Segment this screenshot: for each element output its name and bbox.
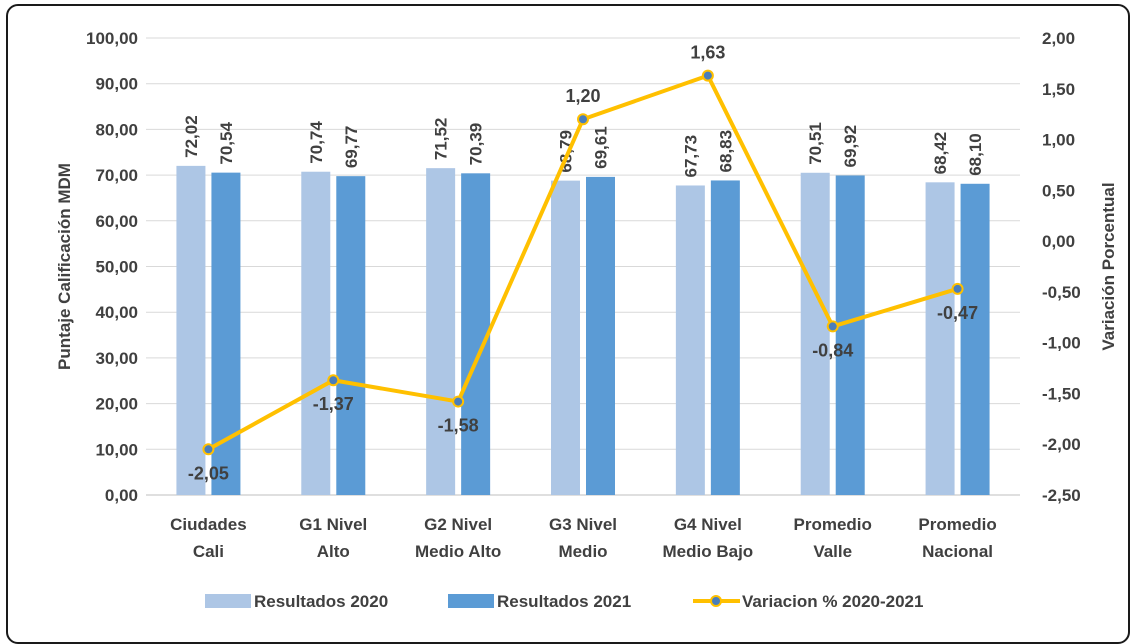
- bar-2021-data-label: 69,61: [592, 126, 611, 169]
- x-tick-label: Valle: [813, 542, 852, 561]
- legend-swatch-2021: [448, 594, 494, 608]
- x-tick-label: G4 Nivel: [674, 515, 742, 534]
- variation-point[interactable]: [202, 443, 215, 456]
- variation-data-label: 1,63: [690, 43, 725, 63]
- variation-data-label: -2,05: [188, 463, 229, 483]
- legend-swatch-2020: [205, 594, 251, 608]
- bar-2020-data-label: 68,42: [931, 132, 950, 175]
- variation-point[interactable]: [826, 320, 839, 333]
- variation-point[interactable]: [327, 374, 340, 387]
- bar-2020-data-label: 68,79: [557, 130, 576, 173]
- bar-2021-data-label: 69,92: [841, 125, 860, 168]
- bar-2021-data-label: 70,39: [467, 123, 486, 166]
- variation-point[interactable]: [951, 282, 964, 295]
- x-tick-label: Promedio: [794, 515, 872, 534]
- x-tick-label: G2 Nivel: [424, 515, 492, 534]
- variation-point[interactable]: [577, 113, 589, 126]
- x-tick-label: Ciudades: [170, 515, 247, 534]
- y-tick-label: 0,00: [105, 486, 138, 505]
- x-tick-label: Cali: [193, 542, 224, 561]
- bar-2020-data-label: 72,02: [182, 115, 201, 158]
- y-tick-label: 30,00: [95, 349, 138, 368]
- y-tick-label: 100,00: [86, 29, 138, 48]
- x-tick-label: Medio: [558, 542, 607, 561]
- bar-2020[interactable]: [675, 185, 705, 495]
- x-tick-label: Alto: [317, 542, 350, 561]
- y-tick-label: 50,00: [95, 258, 138, 277]
- y-tick-label: 20,00: [95, 395, 138, 414]
- legend-label-variation: Variacion % 2020-2021: [742, 592, 923, 611]
- legend-marker-variation: [710, 595, 722, 607]
- y-tick-label: 60,00: [95, 212, 138, 231]
- bar-2021-data-label: 68,83: [716, 130, 735, 173]
- bar-2020[interactable]: [800, 172, 830, 496]
- y2-tick-label: 0,50: [1042, 181, 1075, 200]
- variation-data-label: -0,47: [937, 303, 978, 323]
- variation-point[interactable]: [701, 69, 714, 82]
- y2-tick-label: 2,00: [1042, 29, 1075, 48]
- bar-2020[interactable]: [551, 180, 580, 495]
- x-tick-label: G1 Nivel: [299, 515, 367, 534]
- bar-2020-data-label: 71,52: [432, 118, 451, 161]
- y2-tick-label: 1,00: [1042, 131, 1075, 150]
- variation-point[interactable]: [452, 395, 465, 408]
- y-tick-label: 40,00: [95, 303, 138, 322]
- bar-2021[interactable]: [461, 173, 491, 496]
- x-tick-label: Medio Alto: [415, 542, 501, 561]
- bar-2020-data-label: 70,51: [806, 122, 825, 165]
- y2-tick-label: 0,00: [1042, 232, 1075, 251]
- bar-2020[interactable]: [301, 171, 331, 495]
- x-tick-label: Medio Bajo: [663, 542, 754, 561]
- y2-tick-label: -0,50: [1042, 283, 1081, 302]
- legend-label-2021: Resultados 2021: [497, 592, 631, 611]
- bar-2020[interactable]: [426, 168, 456, 495]
- y-tick-label: 80,00: [95, 120, 138, 139]
- y2-tick-label: -1,50: [1042, 384, 1081, 403]
- bar-2020-data-label: 67,73: [681, 135, 700, 178]
- variation-data-label: 1,20: [565, 86, 600, 106]
- x-tick-label: Nacional: [922, 542, 993, 561]
- variation-data-label: -1,58: [438, 416, 479, 436]
- combo-chart: 0,00 10,00 20,00 30,00 40,00 50,00 60,00 70,00 8…: [55, 29, 1118, 611]
- bar-2020-data-label: 70,74: [307, 121, 326, 164]
- x-tick-label: G3 Nivel: [549, 515, 617, 534]
- bar-2021-data-label: 69,77: [342, 126, 361, 169]
- bar-2020[interactable]: [176, 165, 206, 496]
- legend-label-2020: Resultados 2020: [254, 592, 388, 611]
- y-tick-label: 70,00: [95, 166, 138, 185]
- y-tick-label: 10,00: [95, 440, 138, 459]
- y2-tick-label: 1,50: [1042, 80, 1075, 99]
- bar-2021-data-label: 70,54: [217, 122, 236, 165]
- bar-2021-data-label: 68,10: [966, 133, 985, 176]
- variation-data-label: -0,84: [812, 340, 853, 360]
- x-tick-label: Promedio: [918, 515, 996, 534]
- y2-tick-label: -1,00: [1042, 334, 1081, 353]
- bar-2021[interactable]: [336, 176, 366, 495]
- y-tick-label: 90,00: [95, 75, 138, 94]
- bar-2021[interactable]: [586, 176, 615, 495]
- y-axis-title: Puntaje Calificación MDM: [55, 163, 74, 370]
- bar-2021[interactable]: [960, 183, 990, 495]
- bar-2021[interactable]: [835, 175, 865, 495]
- bar-2020[interactable]: [925, 182, 955, 495]
- y2-tick-label: -2,00: [1042, 435, 1081, 454]
- y2-tick-label: -2,50: [1042, 486, 1081, 505]
- y2-axis-title: Variación Porcentual: [1099, 182, 1118, 350]
- variation-data-label: -1,37: [313, 394, 354, 414]
- bar-2021[interactable]: [710, 180, 740, 495]
